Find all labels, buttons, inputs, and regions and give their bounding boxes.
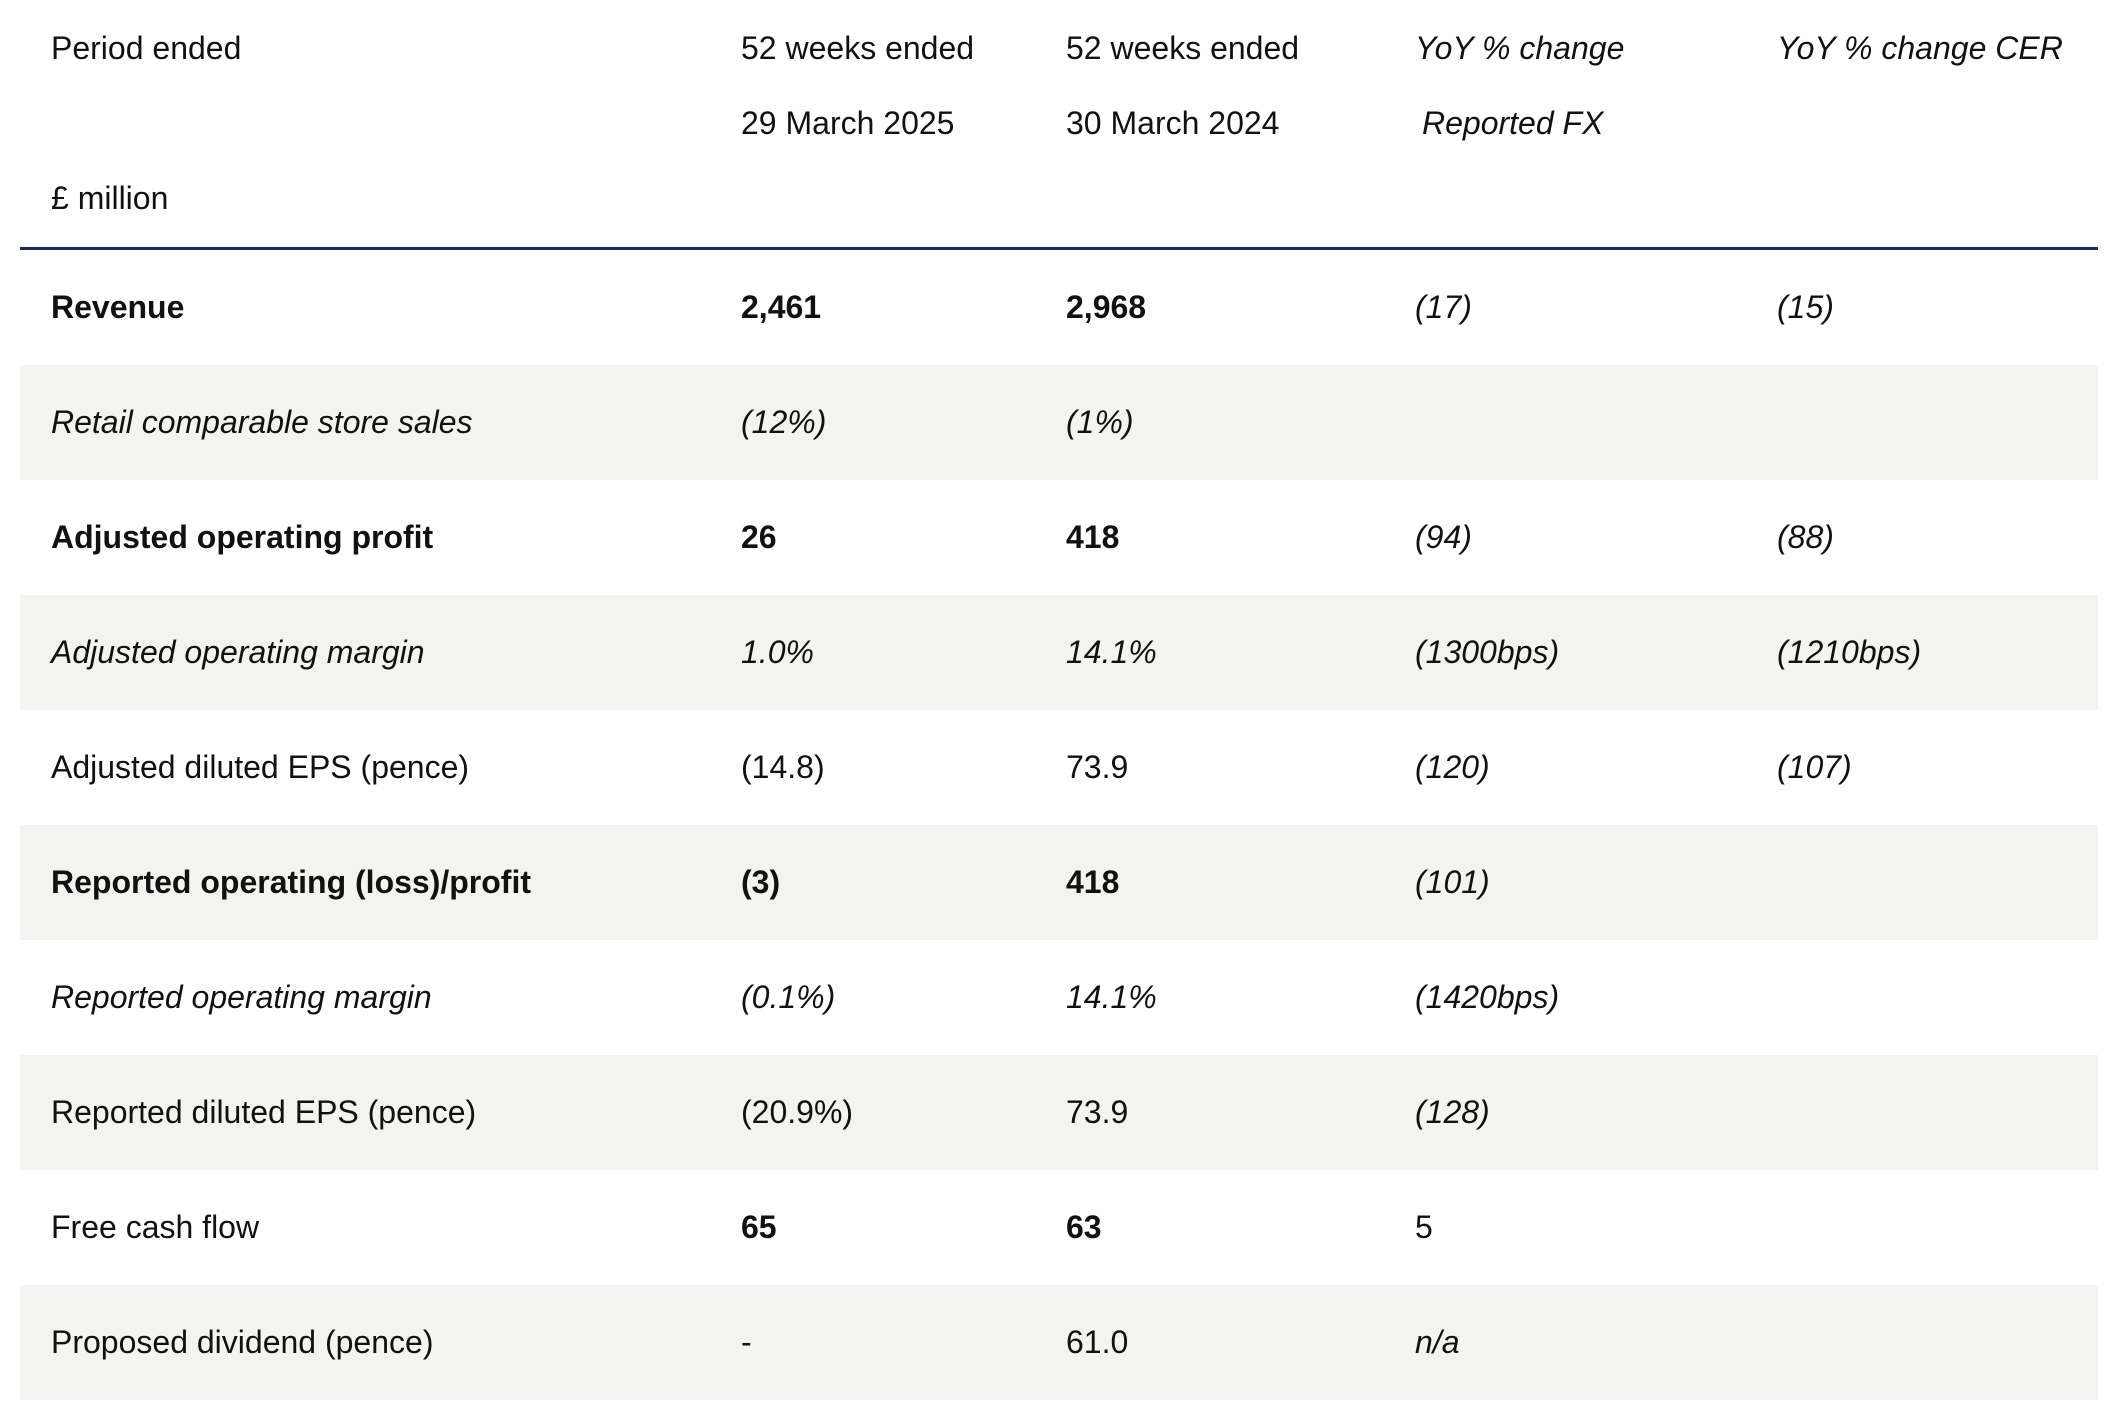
row-yoy-value: (1300bps) [1415,634,1560,670]
row-fy25-value: 1.0% [741,634,814,670]
row-cer-value: (1210bps) [1777,634,1922,670]
row-fy25-value: (20.9%) [741,1094,854,1130]
row-fy25-value: - [741,1324,752,1360]
header-fy24-line2: 30 March 2024 [1066,105,1280,141]
row-cer-value: (107) [1777,749,1852,785]
row-fy24-value: 73.9 [1066,1094,1129,1130]
header-currency-unit: £ million [51,180,169,216]
row-fy25-value: 26 [741,519,777,555]
header-period-ended: Period ended [51,30,242,66]
header-fy25-line2: 29 March 2025 [741,105,955,141]
row-label: Adjusted operating profit [51,519,434,555]
row-label: Retail comparable store sales [51,404,473,440]
table-row: Adjusted operating profit 26 418 (94) (8… [20,480,2098,595]
header-fy24-line1: 52 weeks ended [1066,30,1300,66]
table-header: Period ended £ million 52 weeks ended 29… [20,0,2098,250]
row-fy24-value: 73.9 [1066,749,1129,785]
header-cer: YoY % change CER [1777,30,2063,66]
row-cer-value: (15) [1777,289,1834,325]
row-cer-value: (88) [1777,519,1834,555]
row-fy24-value: 61.0 [1066,1324,1129,1360]
row-fy24-value: 14.1% [1066,979,1157,1015]
table-row: Reported operating (loss)/profit (3) 418… [20,825,2098,940]
row-yoy-value: 5 [1415,1209,1433,1245]
header-yoy-line1: YoY % change [1415,30,1625,66]
row-yoy-value: (17) [1415,289,1472,325]
table-row: Proposed dividend (pence) - 61.0 n/a [20,1285,2098,1400]
row-label: Free cash flow [51,1209,260,1245]
row-fy25-value: (0.1%) [741,979,836,1015]
row-fy24-value: 2,968 [1066,289,1147,325]
row-fy24-value: 418 [1066,864,1120,900]
table-row: Revenue 2,461 2,968 (17) (15) [20,250,2098,365]
row-fy25-value: (3) [741,864,781,900]
row-fy24-value: 63 [1066,1209,1102,1245]
row-fy25-value: (12%) [741,404,827,440]
row-fy25-value: 65 [741,1209,777,1245]
table-row: Reported operating margin (0.1%) 14.1% (… [20,940,2098,1055]
row-label: Revenue [51,289,185,325]
row-label: Reported operating (loss)/profit [51,864,531,900]
row-yoy-value: (94) [1415,519,1472,555]
table-row: Free cash flow 65 63 5 [20,1170,2098,1285]
row-yoy-value: (1420bps) [1415,979,1560,1015]
header-fy25-line1: 52 weeks ended [741,30,975,66]
row-fy24-value: (1%) [1066,404,1134,440]
header-yoy-line2: Reported FX [1422,105,1604,141]
row-label: Adjusted operating margin [51,634,425,670]
row-label: Reported operating margin [51,979,432,1015]
row-label: Reported diluted EPS (pence) [51,1094,477,1130]
row-fy24-value: 418 [1066,519,1120,555]
row-fy25-value: 2,461 [741,289,822,325]
row-yoy-value: (128) [1415,1094,1490,1130]
row-label: Adjusted diluted EPS (pence) [51,749,470,785]
table-row: Adjusted operating margin 1.0% 14.1% (13… [20,595,2098,710]
table-row: Reported diluted EPS (pence) (20.9%) 73.… [20,1055,2098,1170]
row-fy25-value: (14.8) [741,749,825,785]
table-row: Adjusted diluted EPS (pence) (14.8) 73.9… [20,710,2098,825]
table-row: Retail comparable store sales (12%) (1%) [20,365,2098,480]
row-yoy-value: (101) [1415,864,1490,900]
row-label: Proposed dividend (pence) [51,1324,434,1360]
row-fy24-value: 14.1% [1066,634,1157,670]
row-yoy-value: n/a [1415,1324,1460,1360]
row-yoy-value: (120) [1415,749,1490,785]
financial-summary-table: Period ended £ million 52 weeks ended 29… [20,0,2098,1400]
